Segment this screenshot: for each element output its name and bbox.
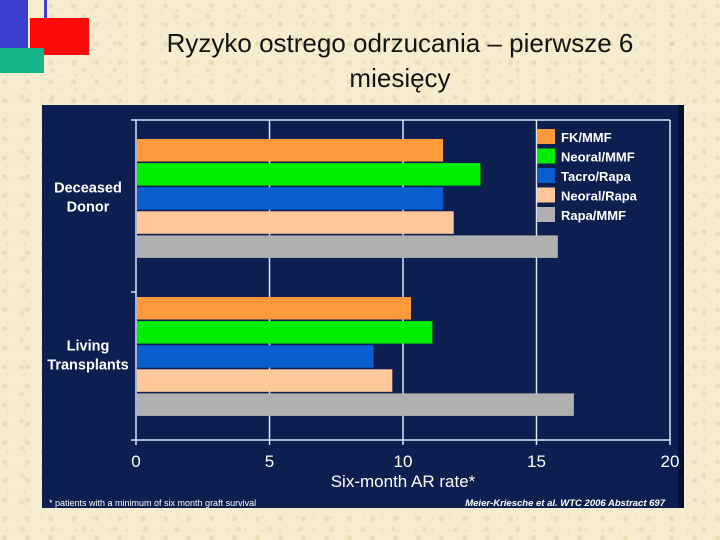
- legend-label: Neoral/MMF: [561, 150, 635, 165]
- legend-label: Tacro/Rapa: [561, 169, 632, 184]
- legend-label: FK/MMF: [561, 130, 612, 145]
- chart-panel: 0 5 10 15 20 Deceased Donor Living Transplants FK…: [42, 105, 684, 508]
- category-label: Deceased: [54, 180, 122, 196]
- chart-shadow-edge: [678, 105, 684, 508]
- legend-swatch: [537, 187, 555, 203]
- x-tick-label: 20: [661, 452, 680, 471]
- legend-swatch: [537, 148, 555, 164]
- bar-fk-mmf-deceased: [137, 139, 444, 162]
- category-label: Living: [67, 338, 110, 354]
- bar-neoral-mmf-deceased: [137, 163, 481, 186]
- legend-label: Neoral/Rapa: [561, 189, 638, 204]
- bar-tacro-rapa-living: [137, 345, 374, 368]
- legend-swatch: [537, 168, 555, 183]
- bar-neoral-rapa-living: [137, 369, 393, 392]
- legend-swatch: [537, 129, 555, 144]
- chart-source: Meier-Kriesche et al. WTC 2006 Abstract …: [465, 498, 665, 508]
- x-tick-label: 10: [394, 452, 413, 471]
- x-tick-label: 5: [265, 452, 274, 471]
- bar-fk-mmf-living: [137, 297, 412, 320]
- bar-rapa-mmf-deceased: [137, 235, 558, 258]
- legend-swatch: [537, 207, 555, 222]
- bar-rapa-mmf-living: [137, 393, 574, 416]
- slide-title: Ryzyko ostrego odrzucania – pierwsze 6 m…: [166, 28, 634, 93]
- legend-label: Rapa/MMF: [561, 208, 626, 223]
- bar-neoral-mmf-living: [137, 321, 433, 344]
- bar-chart: 0 5 10 15 20 Deceased Donor Living Transplants FK…: [42, 105, 684, 508]
- category-label: Donor: [67, 199, 110, 215]
- corner-teal-square: [0, 48, 44, 73]
- chart-footnote: * patients with a minimum of six month g…: [49, 498, 256, 508]
- x-axis-title: Six-month AR rate*: [331, 472, 476, 491]
- bar-neoral-rapa-deceased: [137, 211, 454, 234]
- x-tick-label: 15: [527, 452, 546, 471]
- bar-tacro-rapa-deceased: [137, 187, 444, 210]
- x-tick-label: 0: [131, 452, 140, 471]
- category-label: Transplants: [47, 357, 128, 373]
